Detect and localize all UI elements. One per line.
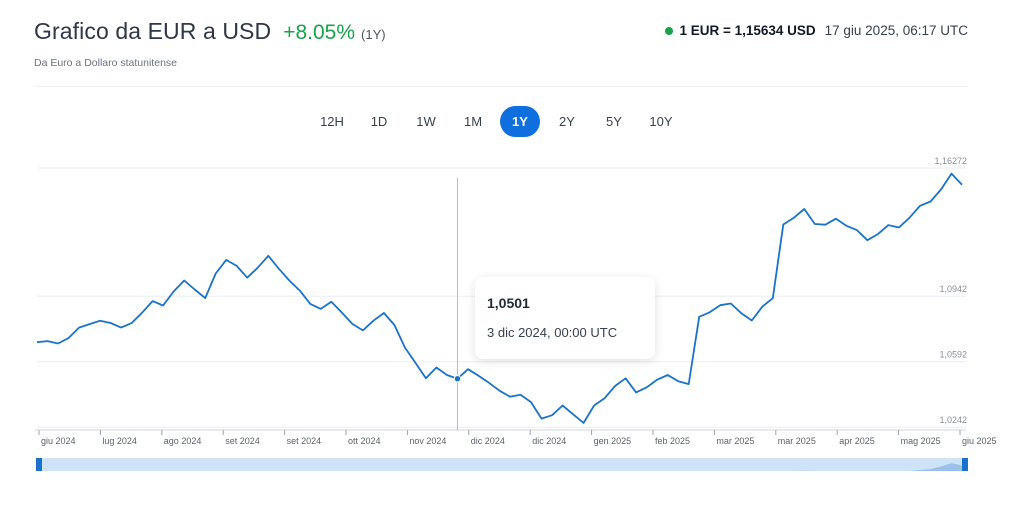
rate-value: 1 EUR = 1,15634 USD — [679, 23, 816, 38]
x-tick-label: nov 2024 — [409, 436, 446, 446]
tab-1y[interactable]: 1Y — [500, 106, 540, 137]
period-label: (1Y) — [361, 27, 386, 42]
x-tick-label: dic 2024 — [471, 436, 505, 446]
y-tick-label: 1,16272 — [934, 156, 967, 166]
navigator-handle-right[interactable] — [962, 458, 968, 471]
range-navigator[interactable] — [37, 458, 966, 471]
tab-1w[interactable]: 1W — [406, 106, 446, 137]
tab-5y[interactable]: 5Y — [594, 106, 634, 137]
x-tick-label: giu 2025 — [962, 436, 997, 446]
page-title: Grafico da EUR a USD — [34, 18, 272, 44]
page-subtitle: Da Euro a Dollaro statunitense — [34, 57, 177, 69]
price-line — [36, 172, 963, 424]
tab-1d[interactable]: 1D — [359, 106, 399, 137]
tab-2y[interactable]: 2Y — [547, 106, 587, 137]
current-rate: 1 EUR = 1,15634 USD 17 giu 2025, 06:17 U… — [665, 23, 968, 38]
period-tabs: 12H 1D 1W 1M 1Y 2Y 5Y 10Y — [312, 106, 688, 137]
chart-tooltip: 1,0501 3 dic 2024, 00:00 UTC — [475, 277, 655, 359]
header-divider — [34, 86, 968, 87]
percent-change: +8.05% — [283, 21, 356, 44]
y-tick-label: 1,0242 — [939, 415, 967, 425]
y-tick-label: 1,0592 — [939, 350, 967, 360]
x-tick-label: set 2024 — [287, 436, 322, 446]
title-row: Grafico da EUR a USD +8.05% (1Y) — [34, 18, 968, 45]
tooltip-value: 1,0501 — [487, 295, 530, 311]
x-tick-label: apr 2025 — [839, 436, 875, 446]
x-tick-label: feb 2025 — [655, 436, 690, 446]
tab-12h[interactable]: 12H — [312, 106, 352, 137]
x-tick-label: lug 2024 — [102, 436, 137, 446]
tooltip-date: 3 dic 2024, 00:00 UTC — [487, 325, 618, 340]
rate-timestamp: 17 giu 2025, 06:17 UTC — [824, 23, 968, 38]
tab-10y[interactable]: 10Y — [641, 106, 681, 137]
navigator-handle-left[interactable] — [36, 458, 42, 471]
x-tick-label: mar 2025 — [716, 436, 754, 446]
x-tick-label: ott 2024 — [348, 436, 381, 446]
exchange-rate-chart[interactable]: 1,16272 1,0942 1,0592 1,0242 giu 2024 lug 202… — [0, 150, 1024, 480]
x-tick-label: dic 2024 — [532, 436, 566, 446]
x-tick-label: mag 2025 — [901, 436, 941, 446]
x-tick-label: ago 2024 — [164, 436, 202, 446]
x-tick-label: set 2024 — [225, 436, 260, 446]
tab-1m[interactable]: 1M — [453, 106, 493, 137]
live-indicator-icon — [665, 26, 674, 35]
chart-header: Grafico da EUR a USD +8.05% (1Y) Da Euro… — [34, 18, 968, 78]
y-tick-label: 1,0942 — [939, 284, 967, 294]
hover-point — [453, 375, 462, 383]
x-tick-label: gen 2025 — [594, 436, 632, 446]
x-tick-label: giu 2024 — [41, 436, 76, 446]
x-tick-label: mar 2025 — [778, 436, 816, 446]
